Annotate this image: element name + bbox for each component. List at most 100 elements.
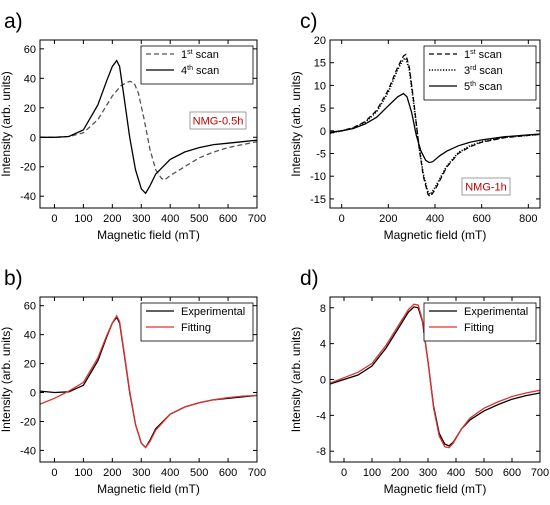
x-tick-label: 300	[132, 213, 150, 225]
y-tick-label: 40	[24, 73, 36, 85]
y-tick-label: 0	[320, 126, 326, 138]
y-tick-label: 0	[30, 388, 36, 400]
x-tick-label: 400	[426, 213, 444, 225]
x-tick-label: 600	[503, 467, 521, 479]
y-tick-label: -40	[20, 445, 36, 457]
y-tick-label: -15	[310, 194, 326, 206]
legend-label-sup: th	[470, 81, 476, 88]
series-line	[330, 303, 540, 449]
x-axis-label: Magnetic field (mT)	[97, 228, 200, 242]
legend-label: 5th scan	[464, 81, 502, 93]
x-tick-label: 400	[447, 467, 465, 479]
series-line	[40, 314, 257, 449]
x-tick-label: 100	[363, 467, 381, 479]
y-tick-label: 4	[320, 339, 326, 351]
x-tick-label: 600	[219, 467, 237, 479]
legend-box	[140, 45, 254, 85]
x-tick-label: 600	[219, 213, 237, 225]
x-axis-label: Magnetic field (mT)	[384, 228, 487, 242]
legend-label-rest: scan	[476, 65, 502, 77]
legend: Experimental Fitting	[423, 302, 537, 342]
x-tick-label: 0	[51, 467, 57, 479]
y-tick-label: 20	[24, 359, 36, 371]
legend-label-sup: st	[187, 49, 193, 56]
x-tick-label: 100	[74, 213, 92, 225]
series-line	[330, 53, 540, 198]
legend-label: Experimental	[181, 306, 245, 318]
legend-label-num: 4	[181, 65, 187, 77]
chart-panel-d: d) 0 100 200 300 400 500 600 700 -8 -4 0 4 8 Magnetic …	[289, 267, 549, 496]
x-tick-label: 200	[103, 213, 121, 225]
legend-box	[423, 45, 537, 101]
legend: Experimental Fitting	[140, 302, 254, 342]
x-tick-label: 700	[248, 467, 266, 479]
y-tick-label: 20	[24, 103, 36, 115]
legend-label-num: 1	[181, 49, 187, 61]
legend-label: 1st scan	[464, 49, 502, 61]
legend-label-num: 3	[464, 65, 470, 77]
chart-panel-b: b) 0 100 200 300 400 500 600 700 -40 -20 0 20 40 60 Mag…	[0, 267, 266, 496]
x-tick-label: 600	[472, 213, 490, 225]
x-tick-label: 0	[341, 467, 347, 479]
x-tick-label: 200	[391, 467, 409, 479]
legend-label: Fitting	[464, 322, 494, 334]
sample-tag: NMG-1h	[465, 182, 507, 194]
legend-label-rest: scan	[476, 81, 502, 93]
y-tick-label: 0	[320, 375, 326, 387]
legend-label: 3rd scan	[464, 65, 503, 77]
y-tick-label: -40	[20, 191, 36, 203]
legend-label-sup: rd	[470, 65, 476, 72]
x-tick-label: 0	[51, 213, 57, 225]
y-tick-label: -4	[316, 410, 326, 422]
y-tick-label: -10	[310, 171, 326, 183]
y-tick-label: 15	[314, 58, 326, 70]
y-axis-label: Intensity (arb. units)	[289, 71, 303, 176]
x-tick-label: 800	[519, 213, 537, 225]
y-tick-label: -20	[20, 416, 36, 428]
legend-label-rest: scan	[476, 49, 502, 61]
legend-label: Fitting	[181, 322, 211, 334]
y-tick-label: -5	[316, 149, 326, 161]
x-tick-label: 200	[103, 467, 121, 479]
x-tick-label: 400	[161, 213, 179, 225]
x-tick-label: 200	[379, 213, 397, 225]
x-tick-label: 500	[190, 467, 208, 479]
legend-label: 1st scan	[181, 49, 219, 61]
y-axis-label: Intensity (arb. units)	[289, 327, 303, 432]
legend-box	[140, 302, 254, 342]
y-tick-label: 5	[320, 103, 326, 115]
plot-frame	[39, 296, 258, 463]
legend-label-sup: st	[470, 49, 476, 56]
y-tick-label: 8	[320, 303, 326, 315]
panel-label: a)	[4, 10, 23, 33]
y-axis-label: Intensity (arb. units)	[0, 71, 13, 176]
panel-label: c)	[300, 10, 318, 33]
x-axis-label: Magnetic field (mT)	[97, 482, 200, 496]
legend-label-rest: scan	[193, 65, 219, 77]
legend-label-num: 5	[464, 81, 470, 93]
x-tick-label: 500	[475, 467, 493, 479]
y-tick-label: -8	[316, 446, 326, 458]
x-tick-label: 300	[132, 467, 150, 479]
y-tick-label: 60	[24, 44, 36, 56]
y-tick-label: 20	[314, 35, 326, 47]
y-tick-label: 40	[24, 330, 36, 342]
x-tick-label: 100	[74, 467, 92, 479]
series-line	[40, 80, 257, 181]
y-tick-label: 10	[314, 80, 326, 92]
legend-label-num: 1	[464, 49, 470, 61]
y-tick-label: 0	[30, 132, 36, 144]
chart-panel-c: c)0 200 400 600 800-15-10-505101520Magnetic …	[289, 10, 541, 242]
x-tick-label: 300	[419, 467, 437, 479]
x-tick-label: 500	[190, 213, 208, 225]
sample-tag: NMG-0.5h	[193, 116, 244, 128]
x-tick-label: 700	[248, 213, 266, 225]
series-line	[330, 92, 540, 164]
plot-frame	[39, 39, 258, 209]
legend-label: 4th scan	[181, 65, 219, 77]
x-axis-label: Magnetic field (mT)	[384, 482, 487, 496]
panel-label: d)	[300, 267, 319, 290]
